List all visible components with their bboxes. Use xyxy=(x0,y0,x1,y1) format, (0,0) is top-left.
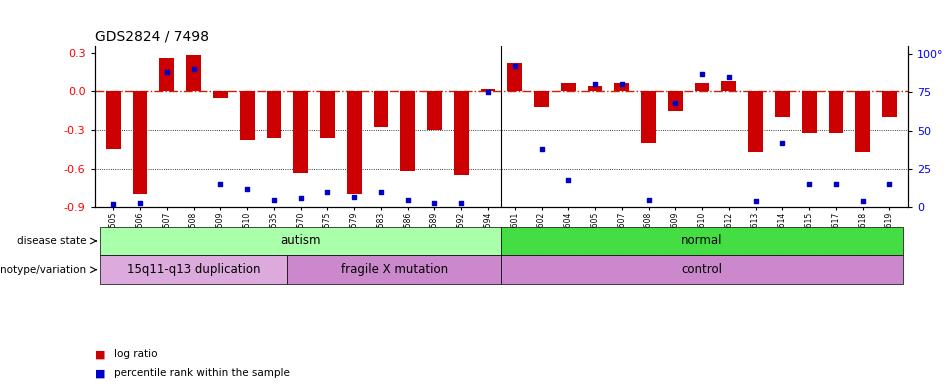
Bar xyxy=(882,91,897,117)
Point xyxy=(748,198,763,204)
Point xyxy=(454,200,469,206)
Text: ■: ■ xyxy=(95,349,105,359)
Bar xyxy=(501,255,902,284)
Text: percentile rank within the sample: percentile rank within the sample xyxy=(114,368,289,378)
Point xyxy=(855,198,870,204)
Bar xyxy=(501,227,902,255)
Bar xyxy=(694,83,710,91)
Bar xyxy=(802,91,816,132)
Bar xyxy=(454,91,468,175)
Bar xyxy=(587,86,603,91)
Text: autism: autism xyxy=(280,235,321,247)
Bar xyxy=(267,91,281,138)
Point xyxy=(882,181,897,187)
Point xyxy=(668,100,683,106)
Bar xyxy=(481,89,496,91)
Bar xyxy=(400,91,415,171)
Bar xyxy=(427,91,442,130)
Bar xyxy=(615,83,629,91)
Bar xyxy=(213,91,228,98)
Point xyxy=(106,201,121,207)
Text: GDS2824 / 7498: GDS2824 / 7498 xyxy=(95,30,209,43)
Bar xyxy=(374,91,388,127)
Bar xyxy=(855,91,870,152)
Point xyxy=(213,181,228,187)
Bar xyxy=(641,91,656,143)
Point xyxy=(641,197,657,203)
Point xyxy=(801,181,816,187)
Point xyxy=(239,186,254,192)
Point xyxy=(587,81,603,88)
Bar xyxy=(186,55,201,91)
Point xyxy=(561,177,576,183)
Text: control: control xyxy=(682,263,723,276)
Point xyxy=(614,81,629,88)
Bar xyxy=(106,91,121,149)
Point xyxy=(427,200,442,206)
Bar xyxy=(561,83,576,91)
Text: genotype/variation: genotype/variation xyxy=(0,265,87,275)
Point xyxy=(293,195,308,201)
Point xyxy=(159,69,174,75)
Text: log ratio: log ratio xyxy=(114,349,157,359)
Bar xyxy=(748,91,763,152)
Point xyxy=(400,197,415,203)
Point xyxy=(534,146,549,152)
Bar xyxy=(722,81,736,91)
Bar xyxy=(775,91,790,117)
Text: disease state: disease state xyxy=(17,236,87,246)
Point xyxy=(346,194,361,200)
Bar xyxy=(293,91,308,172)
Bar xyxy=(100,227,501,255)
Point xyxy=(186,66,201,72)
Point xyxy=(481,89,496,95)
Bar xyxy=(534,91,549,107)
Bar xyxy=(160,58,174,91)
Bar xyxy=(668,91,683,111)
Bar xyxy=(829,91,843,132)
Point xyxy=(829,181,844,187)
Bar xyxy=(100,255,288,284)
Bar xyxy=(507,63,522,91)
Bar xyxy=(347,91,361,194)
Bar xyxy=(320,91,335,138)
Point xyxy=(267,197,282,203)
Bar xyxy=(132,91,148,194)
Bar xyxy=(239,91,254,140)
Point xyxy=(775,140,790,146)
Point xyxy=(374,189,389,195)
Point xyxy=(507,63,522,69)
Bar xyxy=(288,255,501,284)
Point xyxy=(132,200,148,206)
Point xyxy=(694,71,710,77)
Text: 15q11-q13 duplication: 15q11-q13 duplication xyxy=(127,263,260,276)
Text: normal: normal xyxy=(681,235,723,247)
Text: ■: ■ xyxy=(95,368,105,378)
Text: fragile X mutation: fragile X mutation xyxy=(341,263,447,276)
Point xyxy=(721,74,736,80)
Point xyxy=(320,189,335,195)
